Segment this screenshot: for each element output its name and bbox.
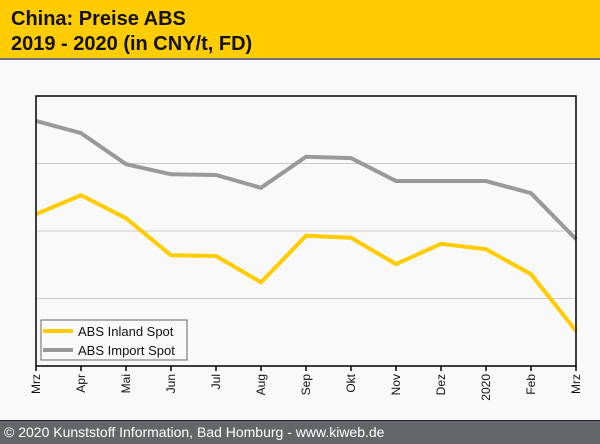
line-chart: Mrz Apr Mai Jun Jul Aug Sep Okt Nov Dez 2020 Feb Mrz… — [29, 95, 583, 401]
x-tick-label: Sep — [299, 374, 313, 396]
series-lines — [35, 119, 578, 333]
x-tick-label: Mai — [119, 374, 133, 393]
series-line-abs-import-spot — [35, 119, 578, 241]
x-tick-label: Apr — [74, 374, 88, 393]
chart-subtitle: 2019 - 2020 (in CNY/t, FD) — [11, 33, 253, 55]
legend-label-inland: ABS Inland Spot — [78, 324, 174, 339]
copyright-footer: © 2020 Kunststoff Information, Bad Hombu… — [0, 420, 600, 444]
x-tick-label: Aug — [254, 374, 268, 395]
chart-header: China: Preise ABS 2019 - 2020 (in CNY/t,… — [0, 0, 600, 60]
x-axis-ticks: Mrz Apr Mai Jun Jul Aug Sep Okt Nov Dez 2020 Feb Mrz — [29, 366, 583, 401]
legend-label-import: ABS Import Spot — [78, 343, 175, 358]
x-tick-label: Nov — [389, 374, 403, 395]
x-tick-label: Mrz — [569, 374, 583, 394]
series-line-abs-inland-spot — [35, 193, 578, 333]
legend-box — [40, 319, 188, 361]
x-tick-label: Dez — [434, 374, 448, 395]
legend: ABS Inland Spot ABS Import Spot — [40, 319, 188, 361]
x-tick-label: 2020 — [479, 374, 493, 401]
x-tick-label: Feb — [524, 374, 538, 395]
x-tick-label: Jun — [164, 374, 178, 393]
x-tick-label: Mrz — [29, 374, 43, 394]
x-tick-label: Okt — [344, 373, 358, 392]
x-tick-label: Jul — [209, 374, 223, 389]
chart-title: China: Preise ABS — [11, 8, 186, 30]
